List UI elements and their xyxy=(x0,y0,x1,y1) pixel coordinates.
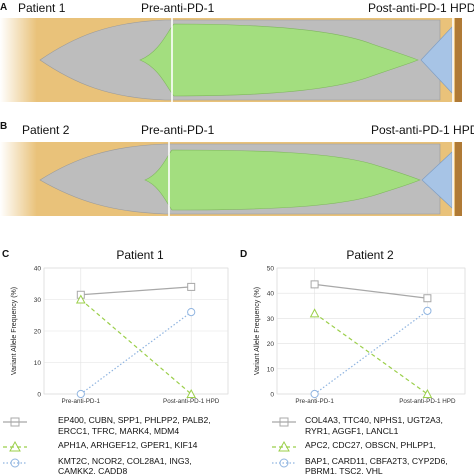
chart-c: 0 10 20 30 40 Pre-anti-PD-1 Post-anti-PD-1 HPD… xyxy=(11,266,229,405)
chart-c-y-tick-label-4: 40 xyxy=(34,266,42,273)
chart-d-series-1-line xyxy=(314,312,428,395)
legend-c-row-green: APH1A, ARHGEF12, GPER1, KIF14 xyxy=(0,438,237,452)
chart-d-y-tick-label-1: 10 xyxy=(267,366,275,373)
fishplot-b-end-bar xyxy=(455,142,462,216)
legend-c-blue-symbol xyxy=(3,458,27,468)
panel-letter-d: D xyxy=(240,249,248,260)
chart-d-series-1-point-1 xyxy=(422,388,433,398)
chart-c-y-tick-label-2: 20 xyxy=(34,329,42,336)
panel-letter-a: A xyxy=(0,2,8,13)
legend-d-row-green: APC2, CDC27, OBSCN, PHLPP1, xyxy=(237,438,474,452)
fishplot-a-clone-blue xyxy=(420,26,453,94)
fishplot-a xyxy=(0,18,462,102)
legend-c-grey-line2: ERCC1, TFRC, MARK4, MDM4 xyxy=(58,426,180,436)
legend-d-green-symbol xyxy=(272,441,296,452)
legend-c-grey-symbol xyxy=(3,417,27,427)
chart-d-series-1-point-0 xyxy=(309,308,320,318)
legend-c-green-line1: APH1A, ARHGEF12, GPER1, KIF14 xyxy=(58,440,198,450)
legend-d-blue-symbol xyxy=(272,458,296,468)
legend-d-blue-line1: BAP1, CARD11, CBFA2T3, CYP2D6, xyxy=(305,456,448,466)
chart-d-series-2-point-1 xyxy=(423,306,432,315)
fishplot-a-patient-label: Patient 1 xyxy=(18,1,66,15)
legend-d-row-blue: BAP1, CARD11, CBFA2T3, CYP2D6, PBRM1, TS… xyxy=(237,454,474,474)
chart-d-series-0-point-1 xyxy=(423,294,432,303)
legend-d-green-line1: APC2, CDC27, OBSCN, PHLPP1, xyxy=(305,440,436,450)
chart-d-series-0-line xyxy=(314,283,428,299)
chart-d-y-axis-label: Variant Allele Frequency (%) xyxy=(254,287,261,375)
fishplot-b-post-label: Post-anti-PD-1 HPD xyxy=(371,123,474,137)
fishplot-b-clone-green xyxy=(144,149,421,211)
chart-d-x-tick-label-0: Pre-anti-PD-1 xyxy=(295,398,334,405)
fishplot-a-clone-green xyxy=(139,23,419,97)
legend-c: EP400, CUBN, SPP1, PHLPP2, PALB2, ERCC1,… xyxy=(0,412,237,474)
fishplot-a-pre-label: Pre-anti-PD-1 xyxy=(141,1,215,15)
legend-c-blue-line1: KMT2C, NCOR2, COL28A1, ING3, xyxy=(58,456,192,466)
chart-c-series-2-point-1 xyxy=(187,308,196,317)
chart-d-title: Patient 2 xyxy=(346,248,394,262)
legend-c-blue-line2: CAMKK2, CADD8 xyxy=(58,466,128,474)
chart-c-series-1-point-1 xyxy=(186,388,197,398)
chart-d-series-2-point-0 xyxy=(310,389,319,399)
legend-d-blue-line2: PBRM1, TSC2, VHL xyxy=(305,466,383,474)
chart-d-y-tick-label-0: 0 xyxy=(270,392,274,399)
chart-c-x-tick-label-1: Post-anti-PD-1 HPD xyxy=(163,398,220,405)
chart-d-series-2-line xyxy=(314,310,428,395)
chart-d-y-tick-label-4: 40 xyxy=(267,291,275,298)
fishplot-a-post-label: Post-anti-PD-1 HPD xyxy=(368,1,474,15)
legend-c-grey-line1: EP400, CUBN, SPP1, PHLPP2, PALB2, xyxy=(58,415,211,425)
legend-c-green-symbol xyxy=(3,441,27,452)
fishplot-b-clone-blue xyxy=(421,151,453,209)
legend-d-grey-symbol xyxy=(272,417,296,427)
chart-d: 0 10 20 30 40 50 Pre-anti-PD-1 Post-anti-PD-1 H… xyxy=(254,266,466,405)
chart-c-x-tick-label-0: Pre-anti-PD-1 xyxy=(62,398,101,405)
fishplot-b xyxy=(0,142,462,216)
fishplot-b-pre-label: Pre-anti-PD-1 xyxy=(141,123,215,137)
legend-d-grey-line1: COL4A3, TTC40, NPHS1, UGT2A3, xyxy=(305,415,443,425)
fishplot-a-end-bar xyxy=(455,18,462,102)
chart-d-y-tick-label-3: 30 xyxy=(267,316,275,323)
chart-d-x-tick-label-1: Post-anti-PD-1 HPD xyxy=(399,398,456,405)
chart-d-y-tick-label-5: 50 xyxy=(267,266,275,273)
legend-d-grey-line2: RYR1, AGGF1, LANCL1 xyxy=(305,426,399,436)
chart-c-series-1-line xyxy=(80,299,192,395)
chart-c-y-tick-label-3: 30 xyxy=(34,297,42,304)
chart-c-series-1-point-0 xyxy=(75,294,86,304)
chart-c-y-tick-label-0: 0 xyxy=(37,392,41,399)
chart-d-y-tick-label-2: 20 xyxy=(267,341,275,348)
panel-letter-c: C xyxy=(2,249,10,260)
legend-d: COL4A3, TTC40, NPHS1, UGT2A3, RYR1, AGGF… xyxy=(237,412,474,474)
chart-c-series-0-line xyxy=(80,286,192,296)
chart-c-y-tick-label-1: 10 xyxy=(34,360,42,367)
legend-c-row-grey: EP400, CUBN, SPP1, PHLPP2, PALB2, ERCC1,… xyxy=(0,412,237,436)
legend-c-row-blue: KMT2C, NCOR2, COL28A1, ING3, CAMKK2, CAD… xyxy=(0,454,237,474)
chart-c-series-2-point-0 xyxy=(76,389,85,399)
chart-d-plot-area xyxy=(276,267,466,395)
chart-c-series-0-point-1 xyxy=(187,282,196,291)
chart-c-title: Patient 1 xyxy=(116,248,164,262)
panel-letter-b: B xyxy=(0,121,8,132)
legend-d-row-grey: COL4A3, TTC40, NPHS1, UGT2A3, RYR1, AGGF… xyxy=(237,412,474,436)
chart-d-series-0-point-0 xyxy=(310,280,319,289)
fishplot-b-patient-label: Patient 2 xyxy=(22,123,70,137)
chart-c-y-axis-label: Variant Allele Frequency (%) xyxy=(11,287,18,375)
